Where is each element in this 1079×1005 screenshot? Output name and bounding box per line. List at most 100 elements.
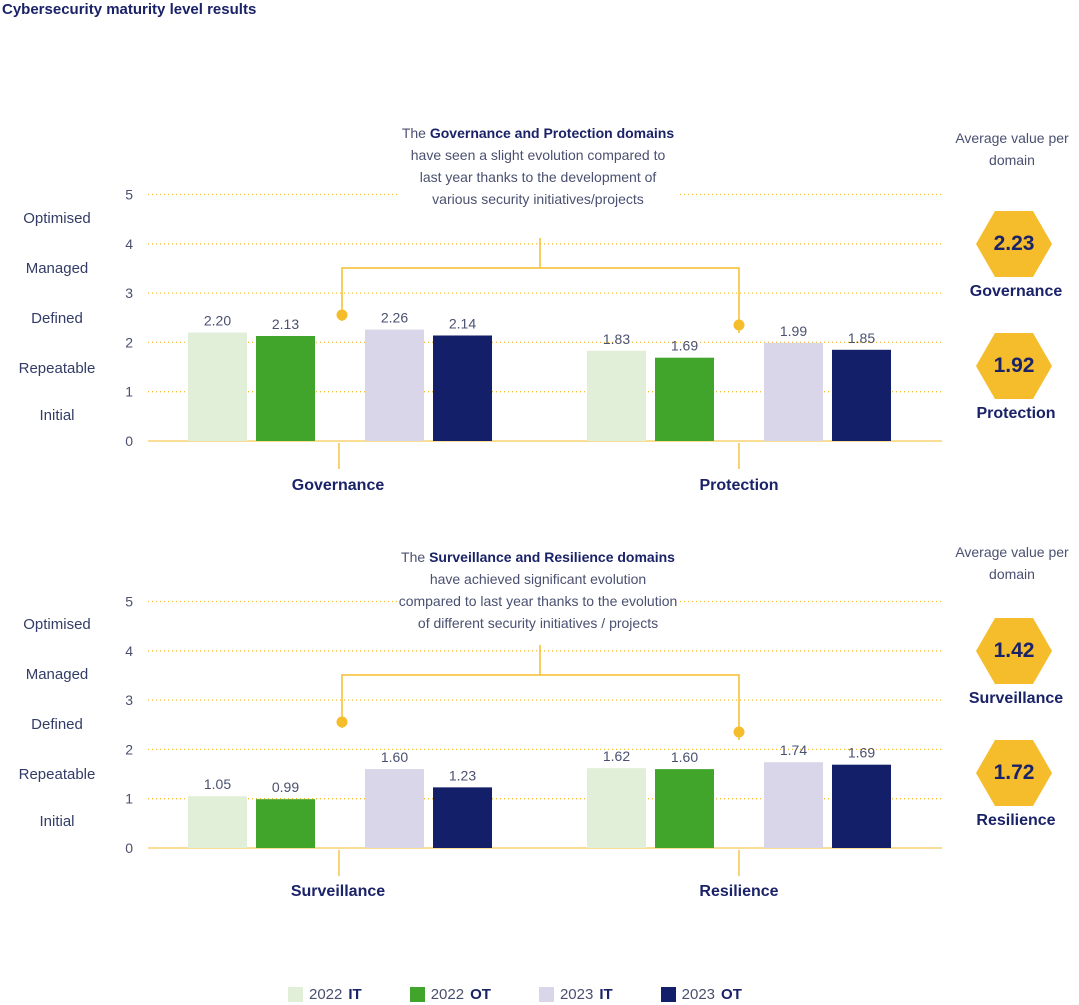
average-hexagon: 1.42 xyxy=(976,618,1052,684)
legend-swatch xyxy=(660,987,676,1002)
level-label-managed: Managed xyxy=(25,666,89,683)
level-label-defined: Defined xyxy=(31,716,83,733)
callout-bracket xyxy=(341,674,740,740)
average-value: 1.42 xyxy=(976,618,1052,684)
legend-swatch xyxy=(538,987,554,1002)
bar-value-label: 1.83 xyxy=(603,331,630,347)
average-value: 1.72 xyxy=(976,740,1052,806)
average-domain-name: Protection xyxy=(976,405,1056,422)
level-label-repeatable: Repeatable xyxy=(18,766,96,783)
callout-text-post: have seen a slight evolution compared to… xyxy=(410,147,666,207)
legend-type: OT xyxy=(721,986,742,1003)
level-label-initial: Initial xyxy=(39,813,75,830)
bar xyxy=(188,796,247,848)
legend-item: 2023 IT xyxy=(538,986,613,1003)
callout-text-bold: Governance and Protection domains xyxy=(429,125,675,141)
bar-value-label: 1.60 xyxy=(381,749,408,765)
bar-value-label: 1.85 xyxy=(848,330,875,346)
average-value: 2.23 xyxy=(976,211,1052,277)
y-tick-label: 2 xyxy=(125,334,133,350)
y-tick-label: 4 xyxy=(125,236,133,252)
average-hexagon: 1.72 xyxy=(976,740,1052,806)
bar-value-label: 1.60 xyxy=(671,749,698,765)
bar-value-label: 1.74 xyxy=(780,742,807,758)
legend-type: IT xyxy=(599,986,613,1003)
bar xyxy=(256,799,315,848)
bar xyxy=(655,769,714,848)
callout-text-bold: Surveillance and Resilience domains xyxy=(429,549,675,565)
bar xyxy=(587,350,646,441)
y-tick-label: 1 xyxy=(125,384,133,400)
bar-value-label: 1.05 xyxy=(204,776,231,792)
legend-type: OT xyxy=(470,986,491,1003)
callout-dot xyxy=(336,716,348,728)
callout-text-pre: The xyxy=(401,549,430,565)
bar xyxy=(832,764,891,848)
bar-value-label: 1.99 xyxy=(780,323,807,339)
legend-year: 2022 xyxy=(430,986,465,1003)
average-hexagon: 2.23 xyxy=(976,211,1052,277)
level-label-defined: Defined xyxy=(31,310,83,327)
legend-swatch xyxy=(409,987,425,1002)
callout-dot xyxy=(336,309,348,321)
bar xyxy=(764,342,823,441)
chart-title: Cybersecurity maturity level results xyxy=(2,1,257,18)
level-label-managed: Managed xyxy=(25,260,89,277)
bar-value-label: 2.13 xyxy=(272,316,299,332)
callout-governance-protection: The Governance and Protection domains ha… xyxy=(398,122,678,210)
bar-value-label: 2.26 xyxy=(381,310,408,326)
bar xyxy=(587,768,646,848)
average-value: 1.92 xyxy=(976,333,1052,399)
level-label-optimised: Optimised xyxy=(23,210,91,227)
y-tick-label: 0 xyxy=(125,840,133,856)
bar xyxy=(433,787,492,848)
callout-text-pre: The xyxy=(401,125,430,141)
average-title: Average value per domain xyxy=(955,544,1069,582)
legend: 2022 IT 2022 OT 2023 IT 2023 OT xyxy=(288,986,742,1003)
y-tick-label: 3 xyxy=(125,692,133,708)
callout-bracket xyxy=(341,267,740,333)
legend-item: 2022 OT xyxy=(409,986,491,1003)
bar-value-label: 1.23 xyxy=(449,767,476,783)
bar-value-label: 2.14 xyxy=(449,315,476,331)
category-label: Protection xyxy=(699,477,779,494)
bar xyxy=(365,769,424,848)
y-tick-label: 5 xyxy=(125,594,133,610)
callout-dot xyxy=(733,726,745,738)
average-domain-name: Resilience xyxy=(976,812,1056,829)
callout-surveillance-resilience: The Surveillance and Resilience domains … xyxy=(398,546,678,634)
legend-year: 2023 xyxy=(681,986,716,1003)
level-label-optimised: Optimised xyxy=(23,616,91,633)
y-tick-label: 0 xyxy=(125,433,133,449)
bar-value-label: 1.62 xyxy=(603,748,630,764)
y-tick-label: 4 xyxy=(125,643,133,659)
legend-type: IT xyxy=(348,986,362,1003)
bar xyxy=(256,335,315,441)
y-tick-label: 5 xyxy=(125,187,133,203)
bar xyxy=(365,329,424,441)
bar xyxy=(832,349,891,441)
legend-item: 2023 OT xyxy=(660,986,742,1003)
level-label-initial: Initial xyxy=(39,407,75,424)
y-tick-label: 3 xyxy=(125,285,133,301)
category-label: Surveillance xyxy=(290,883,386,900)
category-label: Resilience xyxy=(699,883,779,900)
y-tick-label: 1 xyxy=(125,791,133,807)
level-label-repeatable: Repeatable xyxy=(18,360,96,377)
bar-value-label: 1.69 xyxy=(848,745,875,761)
bar xyxy=(433,335,492,441)
bar xyxy=(764,762,823,848)
legend-year: 2023 xyxy=(559,986,594,1003)
bar-value-label: 2.20 xyxy=(204,313,231,329)
legend-year: 2022 xyxy=(309,986,343,1003)
callout-dot xyxy=(733,319,745,331)
legend-item: 2022 IT xyxy=(288,986,362,1003)
callout-text-post: have achieved significant evolution comp… xyxy=(398,571,678,631)
bar-value-label: 1.69 xyxy=(671,338,698,354)
average-title: Average value per domain xyxy=(955,130,1069,168)
bar-value-label: 0.99 xyxy=(272,779,299,795)
legend-swatch xyxy=(288,987,303,1002)
average-domain-name: Surveillance xyxy=(968,690,1064,707)
bar xyxy=(655,357,714,441)
